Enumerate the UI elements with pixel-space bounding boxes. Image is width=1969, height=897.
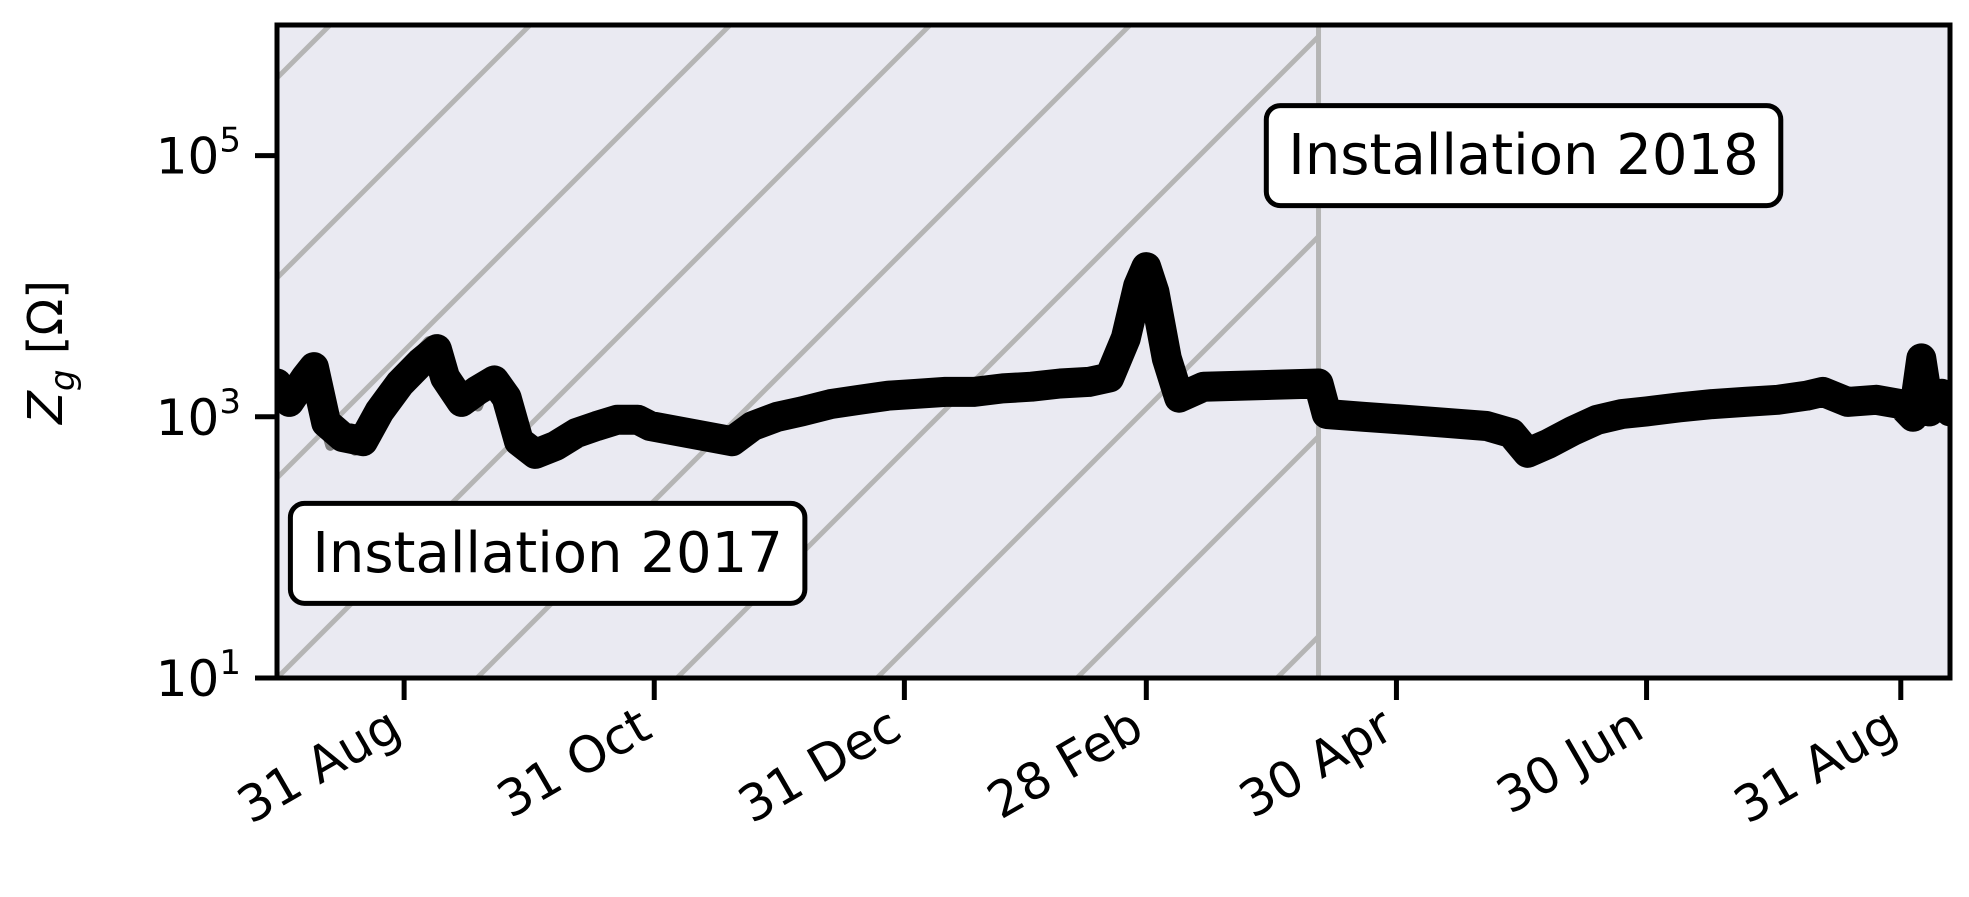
y-axis-label-symbol: Z xyxy=(18,390,74,426)
plot-frame xyxy=(274,22,1953,681)
annotation-2017-box xyxy=(287,500,808,606)
hatch-line xyxy=(277,25,534,282)
y-axis-label-subscript: g xyxy=(43,369,83,391)
hatch-line xyxy=(277,25,734,482)
y-tick-label: 101 xyxy=(156,643,241,708)
data-series xyxy=(277,252,1950,469)
hatch-line xyxy=(1075,432,1319,678)
x-tick-label: 31 Dec xyxy=(729,696,911,834)
y-axis-label-unit: [Ω] xyxy=(18,280,74,369)
annotation-2017-text: Installation 2017 xyxy=(312,521,782,586)
hatch-line xyxy=(875,232,1319,678)
annotation-2018-box xyxy=(1263,103,1784,209)
x-tick-label: 30 Jun xyxy=(1487,696,1653,825)
annotation-2018: Installation 2018 xyxy=(1263,103,1784,209)
x-tick-label: 30 Apr xyxy=(1230,696,1403,829)
hatch-line xyxy=(675,32,1319,678)
y-tick-label: 105 xyxy=(156,121,241,186)
x-tick-label: 31 Aug xyxy=(1724,696,1906,835)
x-tick-label: 31 Oct xyxy=(488,696,661,829)
x-tick-label: 31 Aug xyxy=(228,696,410,835)
annotation-2018-text: Installation 2018 xyxy=(1288,123,1758,188)
x-axis: 31 Aug 31 Oct 31 Dec 28 Feb 30 Apr 30 Jun 31 A… xyxy=(228,678,1907,835)
y-axis: 101 103 105 xyxy=(156,121,277,708)
annotation-2017: Installation 2017 xyxy=(287,500,808,606)
y-axis-label: Zg [Ω] xyxy=(18,280,83,426)
smoothed-series-line xyxy=(277,252,1950,469)
y-tick-label: 103 xyxy=(156,382,241,447)
x-tick-label: 28 Feb xyxy=(978,696,1153,830)
